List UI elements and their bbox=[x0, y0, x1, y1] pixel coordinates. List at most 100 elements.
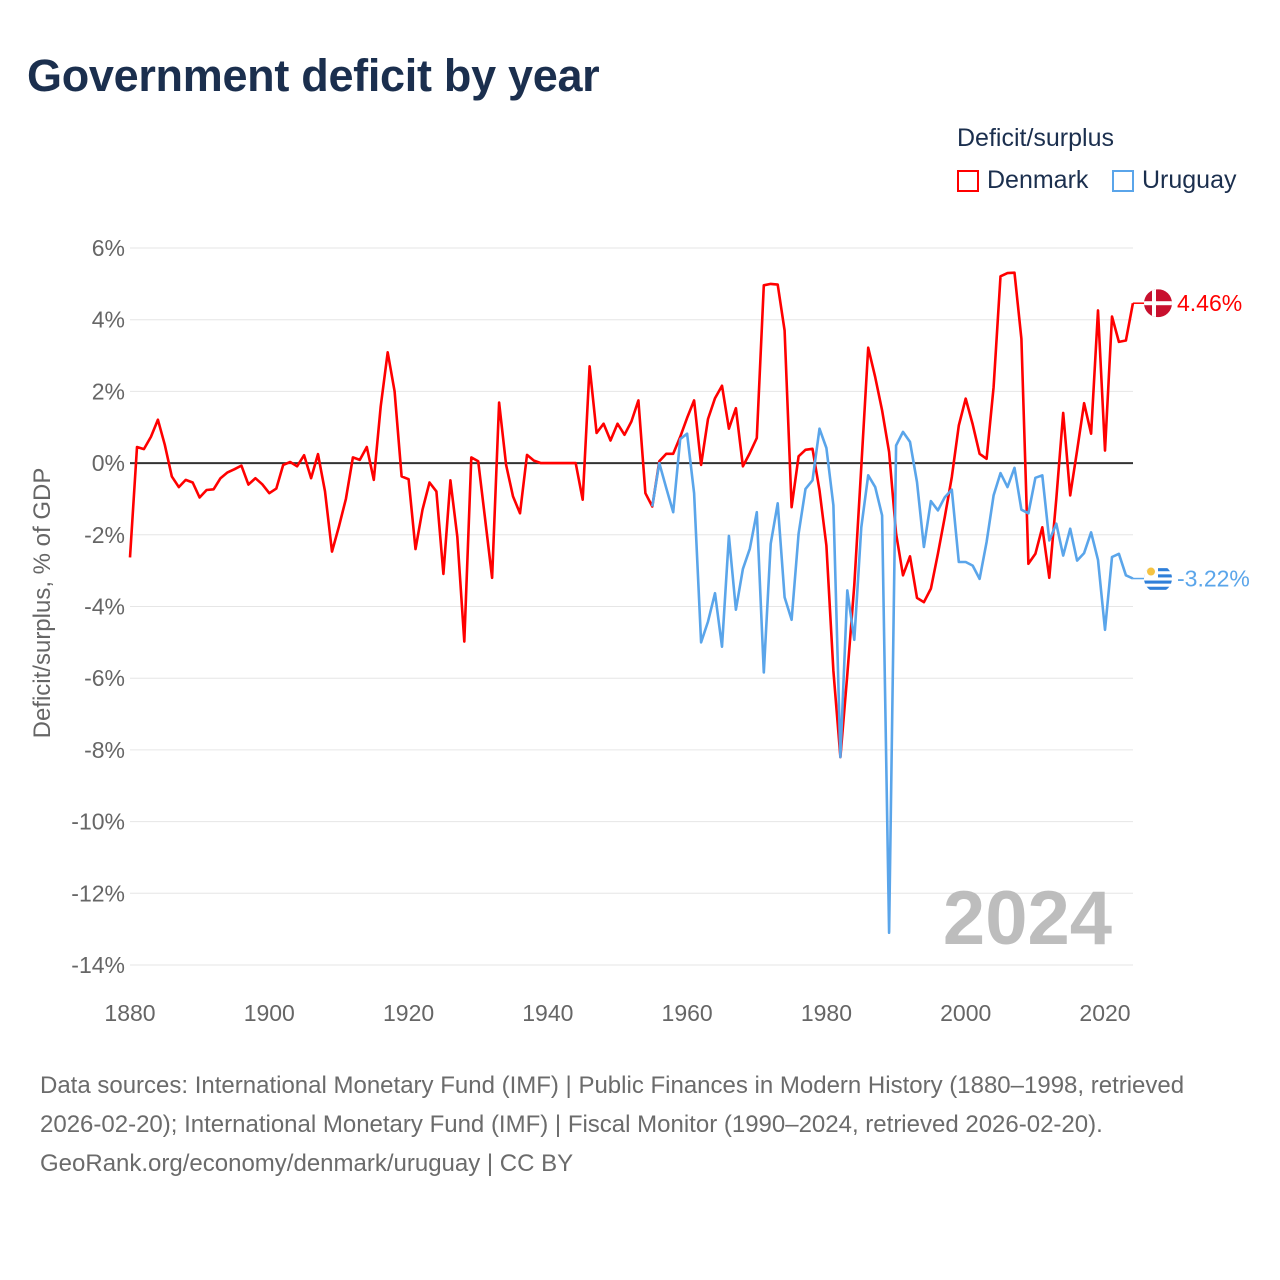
data-point-uruguay[interactable] bbox=[781, 593, 789, 601]
data-point-denmark[interactable] bbox=[955, 421, 963, 429]
data-point-denmark[interactable] bbox=[237, 462, 245, 470]
data-point-denmark[interactable] bbox=[558, 459, 566, 467]
data-point-denmark[interactable] bbox=[384, 348, 392, 356]
data-point-uruguay[interactable] bbox=[885, 929, 893, 937]
data-point-denmark[interactable] bbox=[147, 433, 155, 441]
data-point-denmark[interactable] bbox=[551, 459, 559, 467]
data-point-uruguay[interactable] bbox=[746, 545, 754, 553]
data-point-denmark[interactable] bbox=[795, 452, 803, 460]
data-point-denmark[interactable] bbox=[224, 468, 232, 476]
data-point-denmark[interactable] bbox=[857, 463, 865, 471]
data-point-denmark[interactable] bbox=[1087, 430, 1095, 438]
data-point-denmark[interactable] bbox=[342, 495, 350, 503]
data-point-denmark[interactable] bbox=[516, 509, 524, 517]
data-point-denmark[interactable] bbox=[377, 402, 385, 410]
data-point-uruguay[interactable] bbox=[739, 565, 747, 573]
data-point-uruguay[interactable] bbox=[1031, 474, 1039, 482]
data-point-denmark[interactable] bbox=[941, 513, 949, 521]
data-point-denmark[interactable] bbox=[579, 496, 587, 504]
data-point-denmark[interactable] bbox=[1059, 409, 1067, 417]
data-point-denmark[interactable] bbox=[614, 420, 622, 428]
data-point-uruguay[interactable] bbox=[767, 540, 775, 548]
data-point-denmark[interactable] bbox=[788, 503, 796, 511]
data-point-denmark[interactable] bbox=[690, 396, 698, 404]
data-point-denmark[interactable] bbox=[1115, 338, 1123, 346]
data-point-denmark[interactable] bbox=[732, 404, 740, 412]
data-point-denmark[interactable] bbox=[328, 548, 336, 556]
data-point-uruguay[interactable] bbox=[815, 425, 823, 433]
data-point-uruguay[interactable] bbox=[899, 428, 907, 436]
data-point-uruguay[interactable] bbox=[1004, 483, 1012, 491]
data-point-uruguay[interactable] bbox=[843, 586, 851, 594]
data-point-denmark[interactable] bbox=[488, 574, 496, 582]
data-point-denmark[interactable] bbox=[356, 456, 364, 464]
data-point-denmark[interactable] bbox=[307, 474, 315, 482]
data-point-denmark[interactable] bbox=[279, 461, 287, 469]
data-point-denmark[interactable] bbox=[711, 394, 719, 402]
data-point-uruguay[interactable] bbox=[934, 506, 942, 514]
data-point-denmark[interactable] bbox=[175, 483, 183, 491]
data-point-denmark[interactable] bbox=[669, 450, 677, 458]
data-point-denmark[interactable] bbox=[230, 465, 238, 473]
data-point-uruguay[interactable] bbox=[1073, 557, 1081, 565]
data-point-denmark[interactable] bbox=[620, 431, 628, 439]
data-point-denmark[interactable] bbox=[1073, 447, 1081, 455]
data-point-uruguay[interactable] bbox=[1010, 464, 1018, 472]
data-point-denmark[interactable] bbox=[439, 570, 447, 578]
data-point-denmark[interactable] bbox=[467, 453, 475, 461]
data-point-uruguay[interactable] bbox=[697, 638, 705, 646]
data-point-denmark[interactable] bbox=[474, 457, 482, 465]
data-point-denmark[interactable] bbox=[906, 552, 914, 560]
data-point-denmark[interactable] bbox=[997, 272, 1005, 280]
data-point-denmark[interactable] bbox=[725, 425, 733, 433]
data-point-denmark[interactable] bbox=[370, 476, 378, 484]
data-point-uruguay[interactable] bbox=[1052, 520, 1060, 528]
data-point-denmark[interactable] bbox=[976, 450, 984, 458]
data-point-uruguay[interactable] bbox=[1101, 626, 1109, 634]
data-point-uruguay[interactable] bbox=[753, 508, 761, 516]
data-point-uruguay[interactable] bbox=[983, 538, 991, 546]
legend-item-uruguay[interactable]: Uruguay bbox=[1112, 166, 1237, 195]
data-point-denmark[interactable] bbox=[1101, 447, 1109, 455]
data-point-denmark[interactable] bbox=[899, 571, 907, 579]
data-point-denmark[interactable] bbox=[363, 443, 371, 451]
data-point-uruguay[interactable] bbox=[871, 483, 879, 491]
data-point-denmark[interactable] bbox=[871, 373, 879, 381]
data-point-denmark[interactable] bbox=[196, 494, 204, 502]
data-point-uruguay[interactable] bbox=[1045, 537, 1053, 545]
data-point-denmark[interactable] bbox=[217, 474, 225, 482]
data-point-denmark[interactable] bbox=[481, 516, 489, 524]
legend-item-denmark[interactable]: Denmark bbox=[957, 166, 1088, 195]
data-point-denmark[interactable] bbox=[203, 486, 211, 494]
data-point-denmark[interactable] bbox=[537, 459, 545, 467]
data-point-denmark[interactable] bbox=[265, 489, 273, 497]
data-point-denmark[interactable] bbox=[1031, 550, 1039, 558]
data-point-denmark[interactable] bbox=[300, 451, 308, 459]
data-point-denmark[interactable] bbox=[781, 326, 789, 334]
data-point-uruguay[interactable] bbox=[648, 502, 656, 510]
data-point-denmark[interactable] bbox=[210, 485, 218, 493]
data-point-uruguay[interactable] bbox=[878, 511, 886, 519]
data-point-uruguay[interactable] bbox=[864, 471, 872, 479]
data-point-uruguay[interactable] bbox=[1017, 506, 1025, 514]
data-point-uruguay[interactable] bbox=[725, 532, 733, 540]
data-point-denmark[interactable] bbox=[948, 473, 956, 481]
data-point-uruguay[interactable] bbox=[962, 558, 970, 566]
data-point-denmark[interactable] bbox=[1052, 495, 1060, 503]
data-point-denmark[interactable] bbox=[767, 280, 775, 288]
data-point-uruguay[interactable] bbox=[676, 435, 684, 443]
data-point-uruguay[interactable] bbox=[850, 636, 858, 644]
source-link[interactable]: GeoRank.org/economy/denmark/uruguay | CC… bbox=[40, 1150, 574, 1177]
data-point-denmark[interactable] bbox=[927, 585, 935, 593]
data-point-denmark[interactable] bbox=[704, 415, 712, 423]
data-point-uruguay[interactable] bbox=[976, 575, 984, 583]
data-point-denmark[interactable] bbox=[607, 437, 615, 445]
data-point-denmark[interactable] bbox=[293, 462, 301, 470]
data-point-denmark[interactable] bbox=[446, 476, 454, 484]
data-point-denmark[interactable] bbox=[627, 418, 635, 426]
data-point-uruguay[interactable] bbox=[655, 459, 663, 467]
data-point-uruguay[interactable] bbox=[913, 478, 921, 486]
data-point-denmark[interactable] bbox=[244, 481, 252, 489]
data-point-denmark[interactable] bbox=[697, 461, 705, 469]
data-point-denmark[interactable] bbox=[398, 472, 406, 480]
